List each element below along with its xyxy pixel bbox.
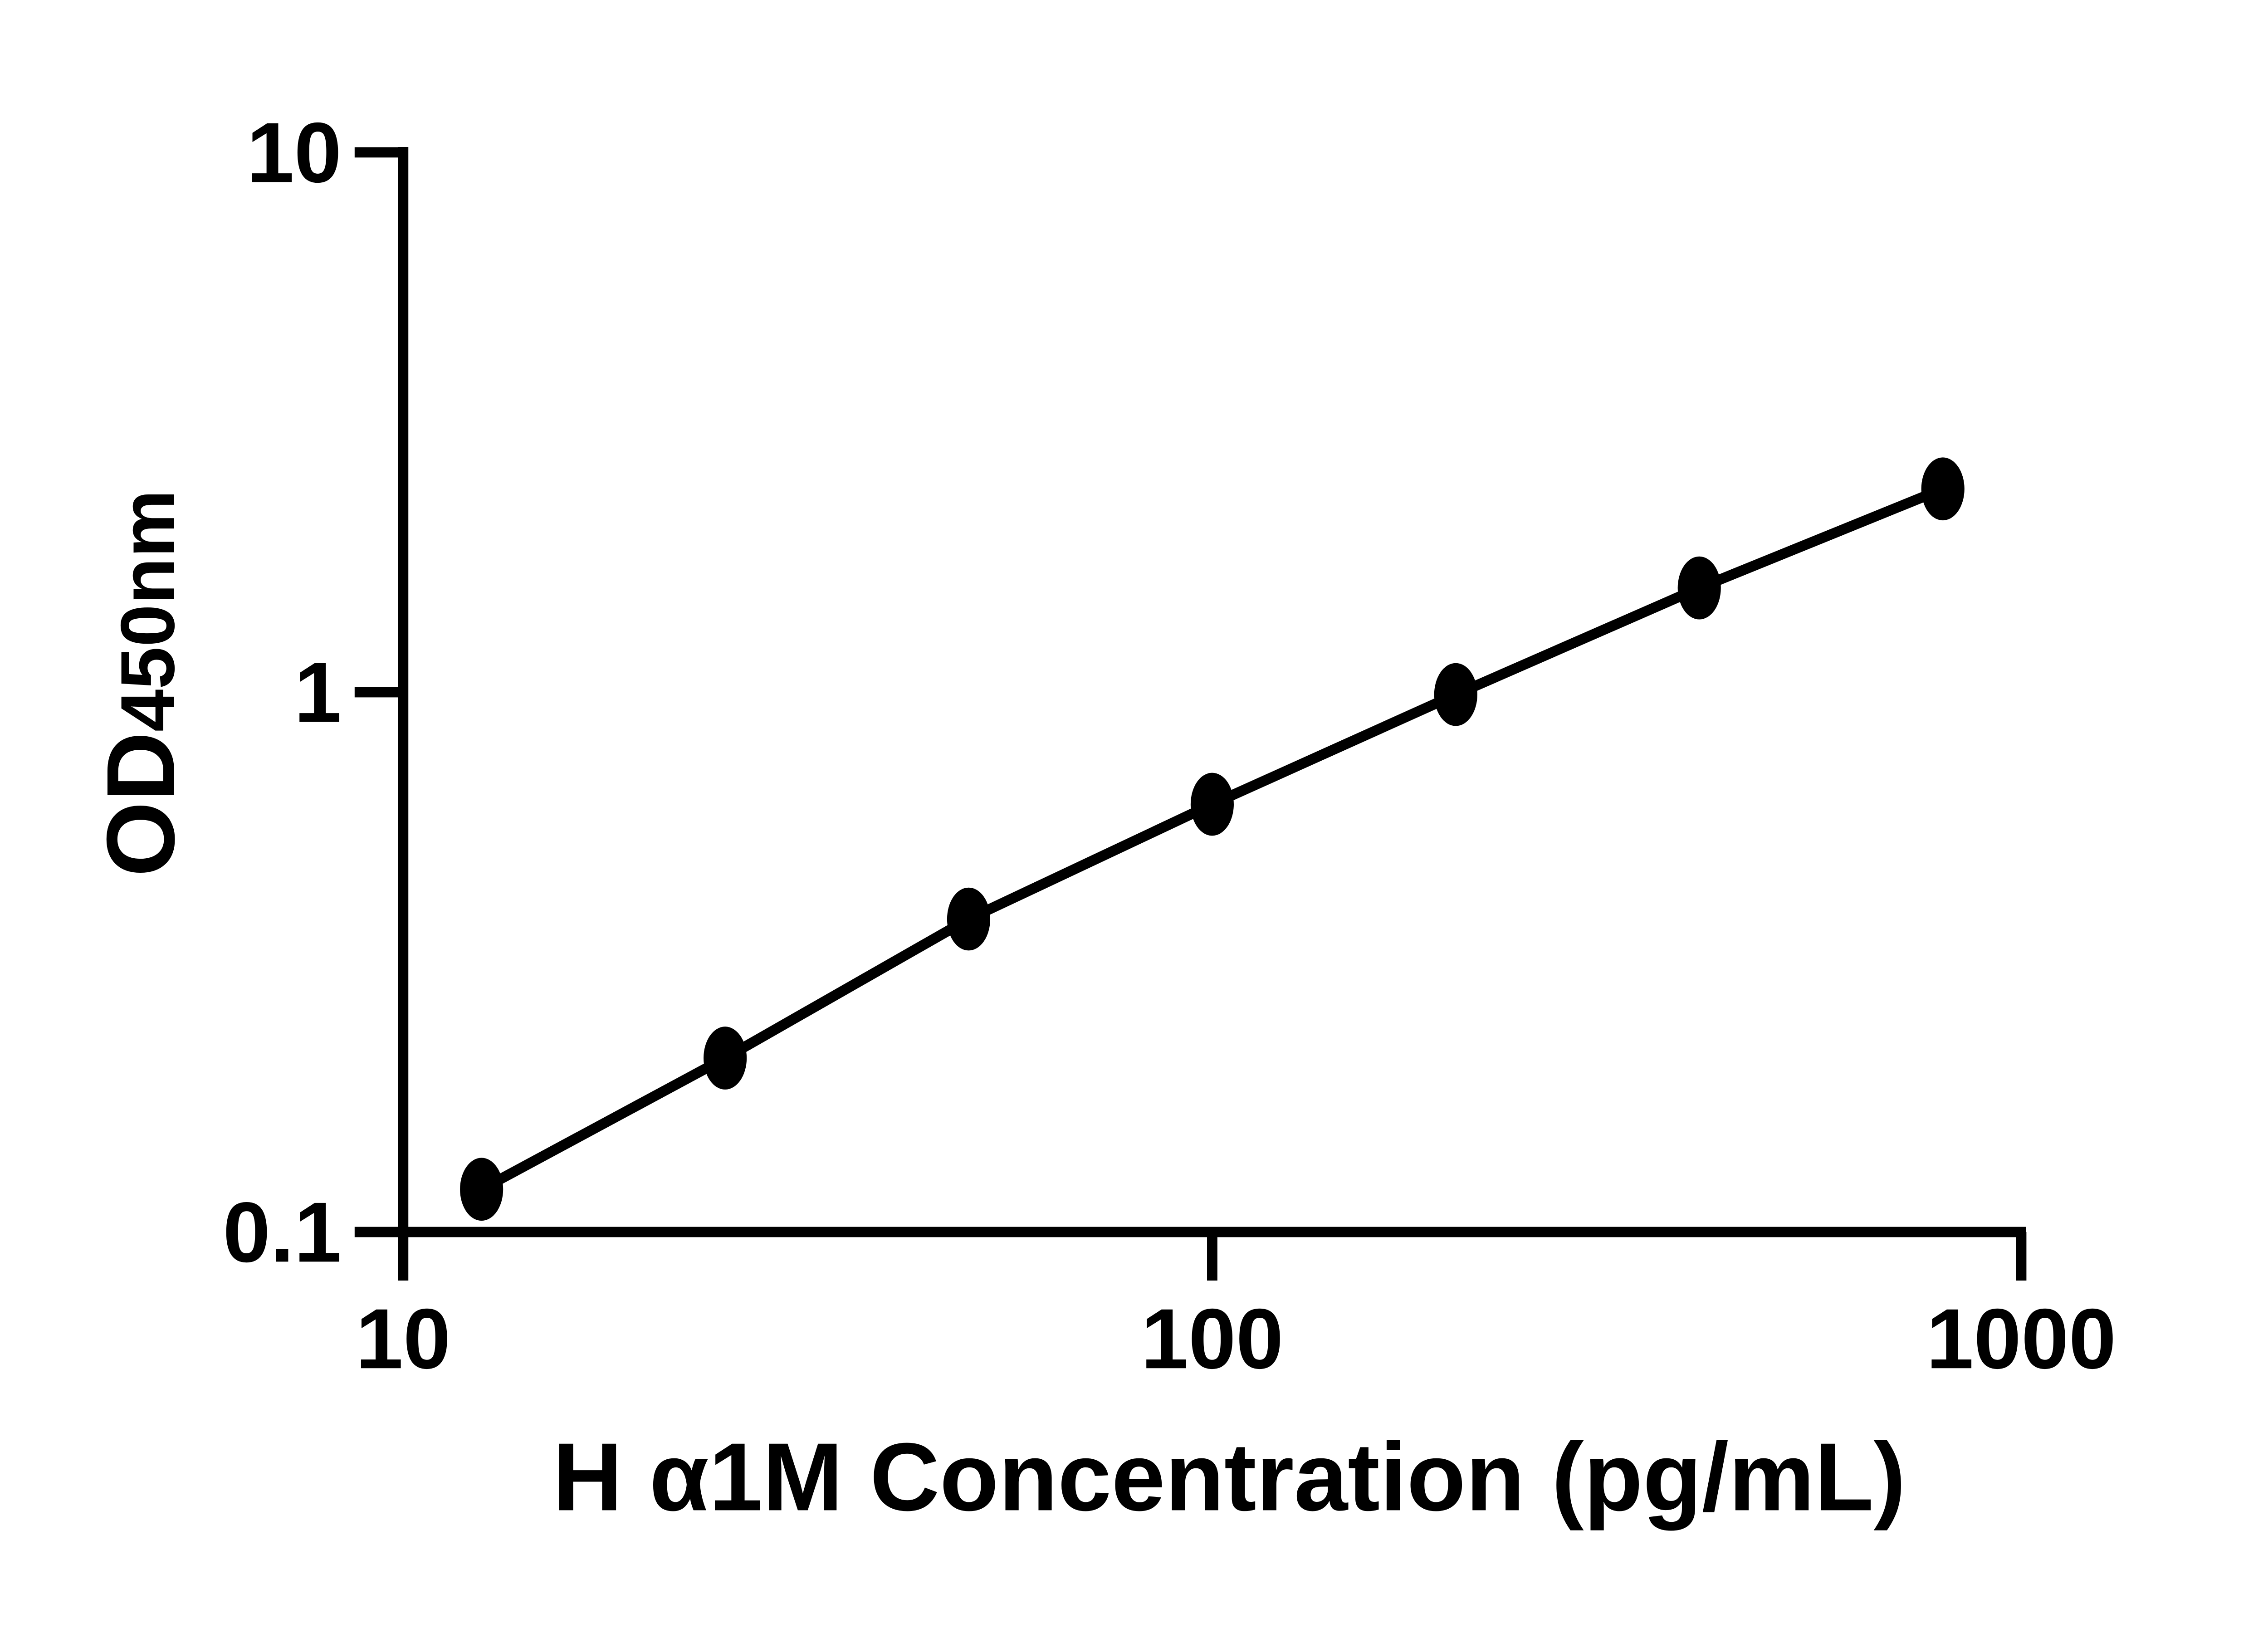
y-tick-label: 10 <box>247 105 342 200</box>
data-point-marker <box>1677 556 1721 620</box>
axis-tick-labels: 10 100 1000 0.1 1 10 <box>223 105 2116 1386</box>
x-tick-label: 100 <box>1141 1291 1283 1386</box>
y-tick-label: 1 <box>294 645 342 740</box>
y-axis-title: OD450nm <box>87 490 195 877</box>
x-tick-label: 10 <box>356 1291 450 1386</box>
data-point-marker <box>460 1158 503 1221</box>
data-point-marker <box>1190 772 1234 836</box>
y-axis-title-subscript: 450nm <box>105 490 190 732</box>
x-tick-label: 1000 <box>1926 1291 2116 1386</box>
y-tick-label: 0.1 <box>223 1184 342 1280</box>
data-series <box>460 457 1965 1221</box>
data-point-marker <box>1921 457 1965 521</box>
data-point-marker <box>947 887 991 951</box>
axis-ticks <box>354 147 2027 1281</box>
data-point-marker <box>704 1027 747 1090</box>
y-axis-title-main: OD <box>87 732 195 877</box>
x-axis-title: H α1M Concentration (pg/mL) <box>553 1423 1906 1531</box>
data-point-marker <box>1434 663 1477 726</box>
